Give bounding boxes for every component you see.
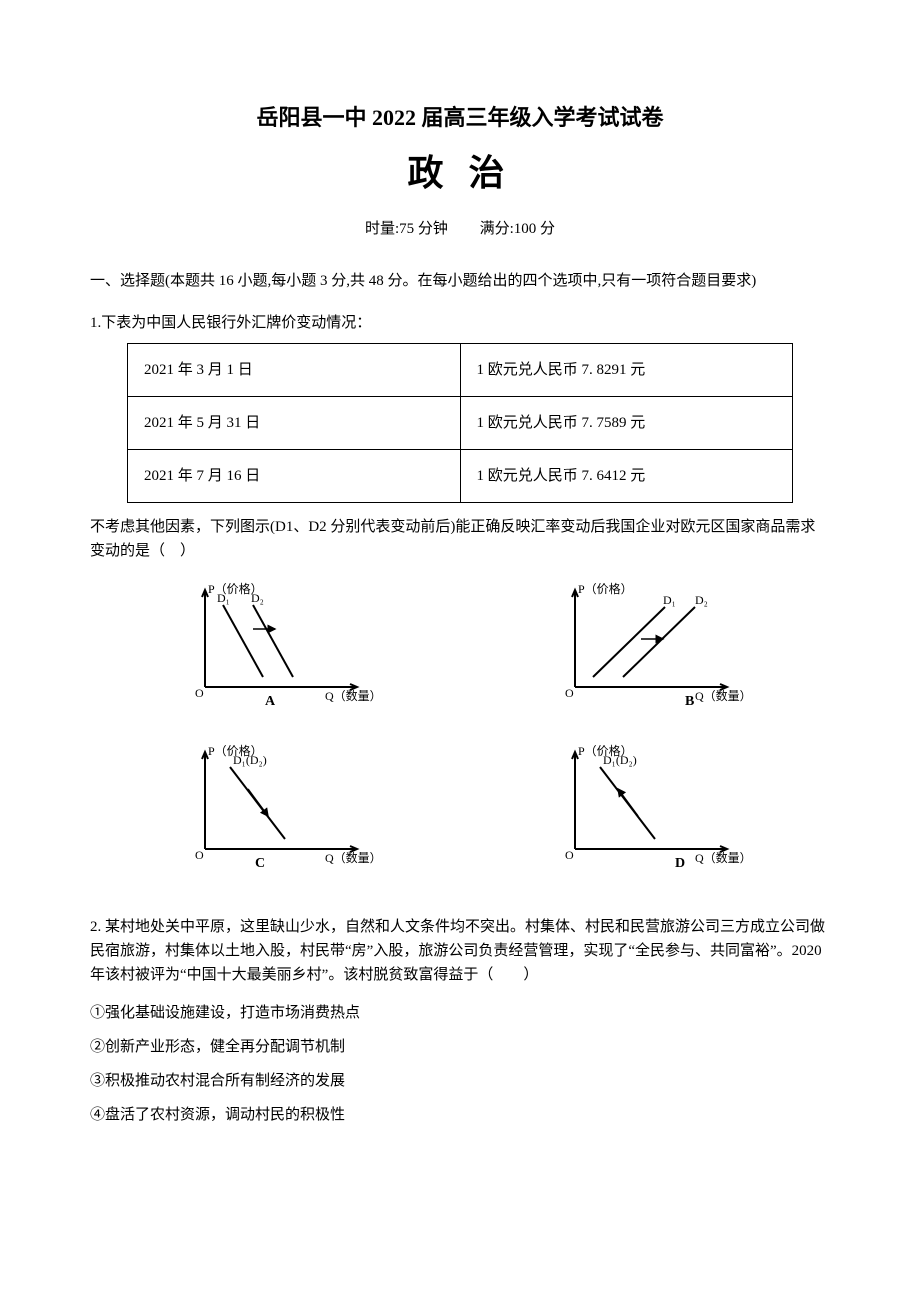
section-instructions: 一、选择题(本题共 16 小题,每小题 3 分,共 48 分。在每小题给出的四个… bbox=[90, 269, 830, 293]
svg-text:O: O bbox=[195, 848, 204, 862]
table-cell: 2021 年 3 月 1 日 bbox=[128, 343, 461, 396]
svg-text:D₁: D₁ bbox=[663, 593, 676, 607]
q1-post-table: 不考虑其他因素，下列图示(D1、D2 分别代表变动前后)能正确反映汇率变动后我国… bbox=[90, 515, 830, 563]
exam-info: 时量:75 分钟 满分:100 分 bbox=[90, 217, 830, 241]
table-cell: 2021 年 5 月 31 日 bbox=[128, 396, 461, 449]
q1-table: 2021 年 3 月 1 日 1 欧元兑人民币 7. 8291 元 2021 年… bbox=[127, 343, 793, 503]
q2-stem: 2. 某村地处关中平原，这里缺山少水，自然和人文条件均不突出。村集体、村民和民营… bbox=[90, 915, 830, 987]
q2-option-3: ③积极推动农村混合所有制经济的发展 bbox=[90, 1069, 830, 1093]
q2-option-1: ①强化基础设施建设，打造市场消费热点 bbox=[90, 1001, 830, 1025]
svg-text:O: O bbox=[565, 848, 574, 862]
page-title: 岳阳县一中 2022 届高三年级入学考试试卷 bbox=[90, 100, 830, 135]
fullmarks-label: 满分:100 分 bbox=[480, 221, 555, 237]
svg-text:D₁(D₂): D₁(D₂) bbox=[603, 753, 637, 767]
table-row: 2021 年 7 月 16 日 1 欧元兑人民币 7. 6412 元 bbox=[128, 449, 793, 502]
duration-label: 时量:75 分钟 bbox=[365, 221, 448, 237]
table-cell: 1 欧元兑人民币 7. 8291 元 bbox=[460, 343, 793, 396]
q2-option-4: ④盘活了农村资源，调动村民的积极性 bbox=[90, 1103, 830, 1127]
svg-text:A: A bbox=[265, 694, 276, 709]
chart-B: P（价格） Q（数量） O D₁ D₂ B bbox=[490, 577, 800, 725]
svg-text:Q（数量）: Q（数量） bbox=[325, 850, 380, 865]
svg-text:Q（数量）: Q（数量） bbox=[695, 850, 750, 865]
svg-text:D₂: D₂ bbox=[695, 593, 708, 607]
page-subject: 政 治 bbox=[90, 145, 830, 203]
svg-text:Q（数量）: Q（数量） bbox=[695, 688, 750, 703]
chart-C: P（价格） Q（数量） O D₁(D₂) C bbox=[120, 739, 430, 887]
q1-stem: 1.下表为中国人民银行外汇牌价变动情况： bbox=[90, 311, 830, 335]
svg-text:D: D bbox=[675, 856, 685, 871]
table-cell: 2021 年 7 月 16 日 bbox=[128, 449, 461, 502]
chart-A: P（价格） Q（数量） O D₁ D₂ A bbox=[120, 577, 430, 725]
svg-text:Q（数量）: Q（数量） bbox=[325, 688, 380, 703]
svg-text:D₁: D₁ bbox=[217, 591, 230, 605]
table-row: 2021 年 3 月 1 日 1 欧元兑人民币 7. 8291 元 bbox=[128, 343, 793, 396]
q2-option-2: ②创新产业形态，健全再分配调节机制 bbox=[90, 1035, 830, 1059]
svg-text:P（价格）: P（价格） bbox=[578, 581, 633, 596]
chart-grid: P（价格） Q（数量） O D₁ D₂ A P（价格） Q（数量） O D₁ D… bbox=[120, 577, 800, 887]
svg-text:O: O bbox=[195, 686, 204, 700]
svg-text:D₂: D₂ bbox=[251, 591, 264, 605]
chart-D: P（价格） Q（数量） O D₁(D₂) D bbox=[490, 739, 800, 887]
table-cell: 1 欧元兑人民币 7. 7589 元 bbox=[460, 396, 793, 449]
table-cell: 1 欧元兑人民币 7. 6412 元 bbox=[460, 449, 793, 502]
table-row: 2021 年 5 月 31 日 1 欧元兑人民币 7. 7589 元 bbox=[128, 396, 793, 449]
svg-text:D₁(D₂): D₁(D₂) bbox=[233, 753, 267, 767]
svg-text:B: B bbox=[685, 694, 694, 709]
svg-text:O: O bbox=[565, 686, 574, 700]
svg-text:C: C bbox=[255, 856, 265, 871]
